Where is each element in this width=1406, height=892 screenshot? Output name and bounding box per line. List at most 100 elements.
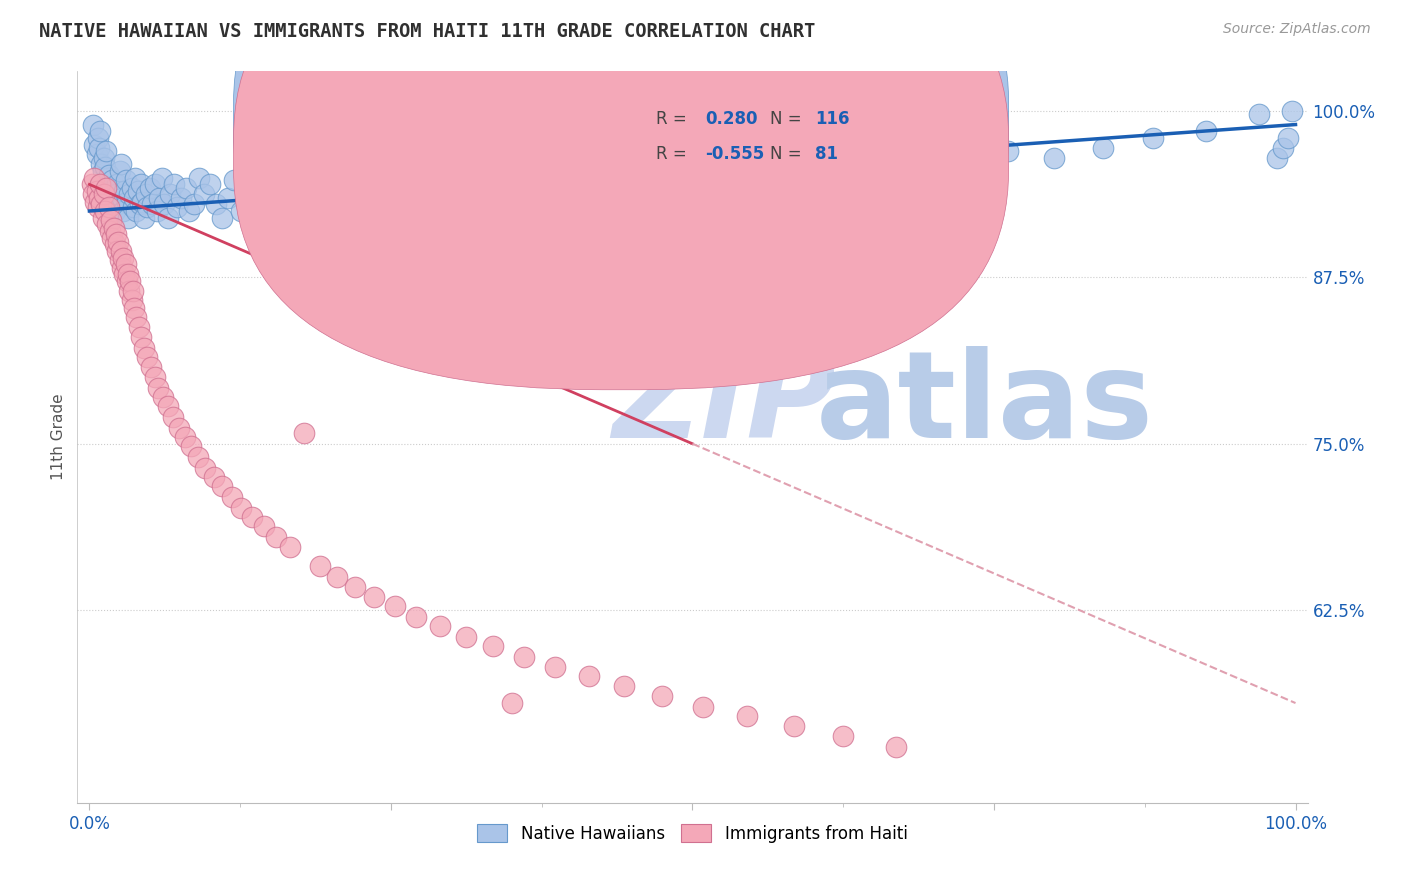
Point <box>162 410 184 425</box>
Point <box>1267 151 1289 165</box>
Point <box>416 178 439 192</box>
Point <box>103 221 125 235</box>
Text: 116: 116 <box>815 110 851 128</box>
Point <box>292 426 315 441</box>
Point <box>278 541 301 555</box>
Point <box>343 580 366 594</box>
Point <box>122 191 145 205</box>
Point <box>86 184 108 198</box>
Point <box>231 204 253 219</box>
Point <box>104 204 127 219</box>
Point <box>103 194 125 209</box>
Point <box>91 164 114 178</box>
Point <box>735 160 758 174</box>
Point <box>104 186 127 201</box>
Point <box>82 118 104 132</box>
Point <box>501 696 523 710</box>
Point <box>238 184 260 198</box>
Point <box>253 178 276 192</box>
Point <box>89 178 111 192</box>
Point <box>363 590 385 604</box>
Point <box>482 639 505 653</box>
Point <box>125 204 148 219</box>
Point <box>87 141 110 155</box>
Point <box>112 251 135 265</box>
Point <box>512 649 534 664</box>
Point <box>96 217 118 231</box>
Point <box>87 191 110 205</box>
Point <box>1195 124 1218 138</box>
FancyBboxPatch shape <box>582 90 896 181</box>
Point <box>111 261 134 276</box>
Point <box>262 186 284 201</box>
Point <box>211 479 233 493</box>
Point <box>101 173 124 187</box>
Point <box>333 191 356 205</box>
Point <box>205 197 228 211</box>
Text: atlas: atlas <box>815 346 1153 463</box>
Point <box>1277 131 1299 145</box>
Point <box>706 168 728 182</box>
Point <box>121 181 143 195</box>
Point <box>468 191 491 205</box>
Point <box>93 186 115 201</box>
Point <box>180 439 202 453</box>
Point <box>198 178 221 192</box>
Point <box>837 154 859 169</box>
Point <box>83 137 105 152</box>
Point <box>217 191 239 205</box>
Point <box>648 181 671 195</box>
Point <box>131 194 153 209</box>
Point <box>108 164 131 178</box>
Point <box>105 244 128 258</box>
Point <box>143 370 166 384</box>
Point <box>401 186 423 201</box>
Point <box>129 330 152 344</box>
Point <box>112 267 135 281</box>
Point <box>120 275 142 289</box>
Point <box>912 151 935 165</box>
Point <box>508 178 530 192</box>
Point <box>118 284 141 298</box>
Point <box>96 181 118 195</box>
Point <box>621 164 644 178</box>
Point <box>224 173 246 187</box>
Point <box>735 709 758 723</box>
Text: R =: R = <box>655 110 692 128</box>
Point <box>529 194 551 209</box>
Point <box>371 194 394 209</box>
Text: R =: R = <box>655 145 692 163</box>
Point <box>121 200 143 214</box>
Point <box>997 144 1019 158</box>
Point <box>108 253 131 268</box>
Point <box>170 191 193 205</box>
Point <box>98 191 121 205</box>
Point <box>174 181 197 195</box>
Point <box>115 194 138 209</box>
Text: 0.280: 0.280 <box>704 110 758 128</box>
Point <box>86 146 108 161</box>
Point <box>832 729 855 743</box>
Point <box>96 181 118 195</box>
Text: N =: N = <box>770 145 807 163</box>
Point <box>90 197 112 211</box>
Point <box>100 184 122 198</box>
Point <box>405 609 427 624</box>
Point <box>87 200 110 214</box>
Point <box>321 173 343 187</box>
Point <box>550 170 572 185</box>
Point <box>1091 141 1114 155</box>
Point <box>132 341 155 355</box>
Point <box>114 173 136 187</box>
Point <box>107 197 129 211</box>
FancyBboxPatch shape <box>233 0 1008 390</box>
Point <box>115 275 138 289</box>
Point <box>128 319 150 334</box>
Text: N =: N = <box>770 110 807 128</box>
Point <box>112 184 135 198</box>
Point <box>127 184 149 198</box>
Point <box>87 131 110 145</box>
Point <box>121 284 143 298</box>
Point <box>100 213 122 227</box>
Point <box>309 197 332 211</box>
